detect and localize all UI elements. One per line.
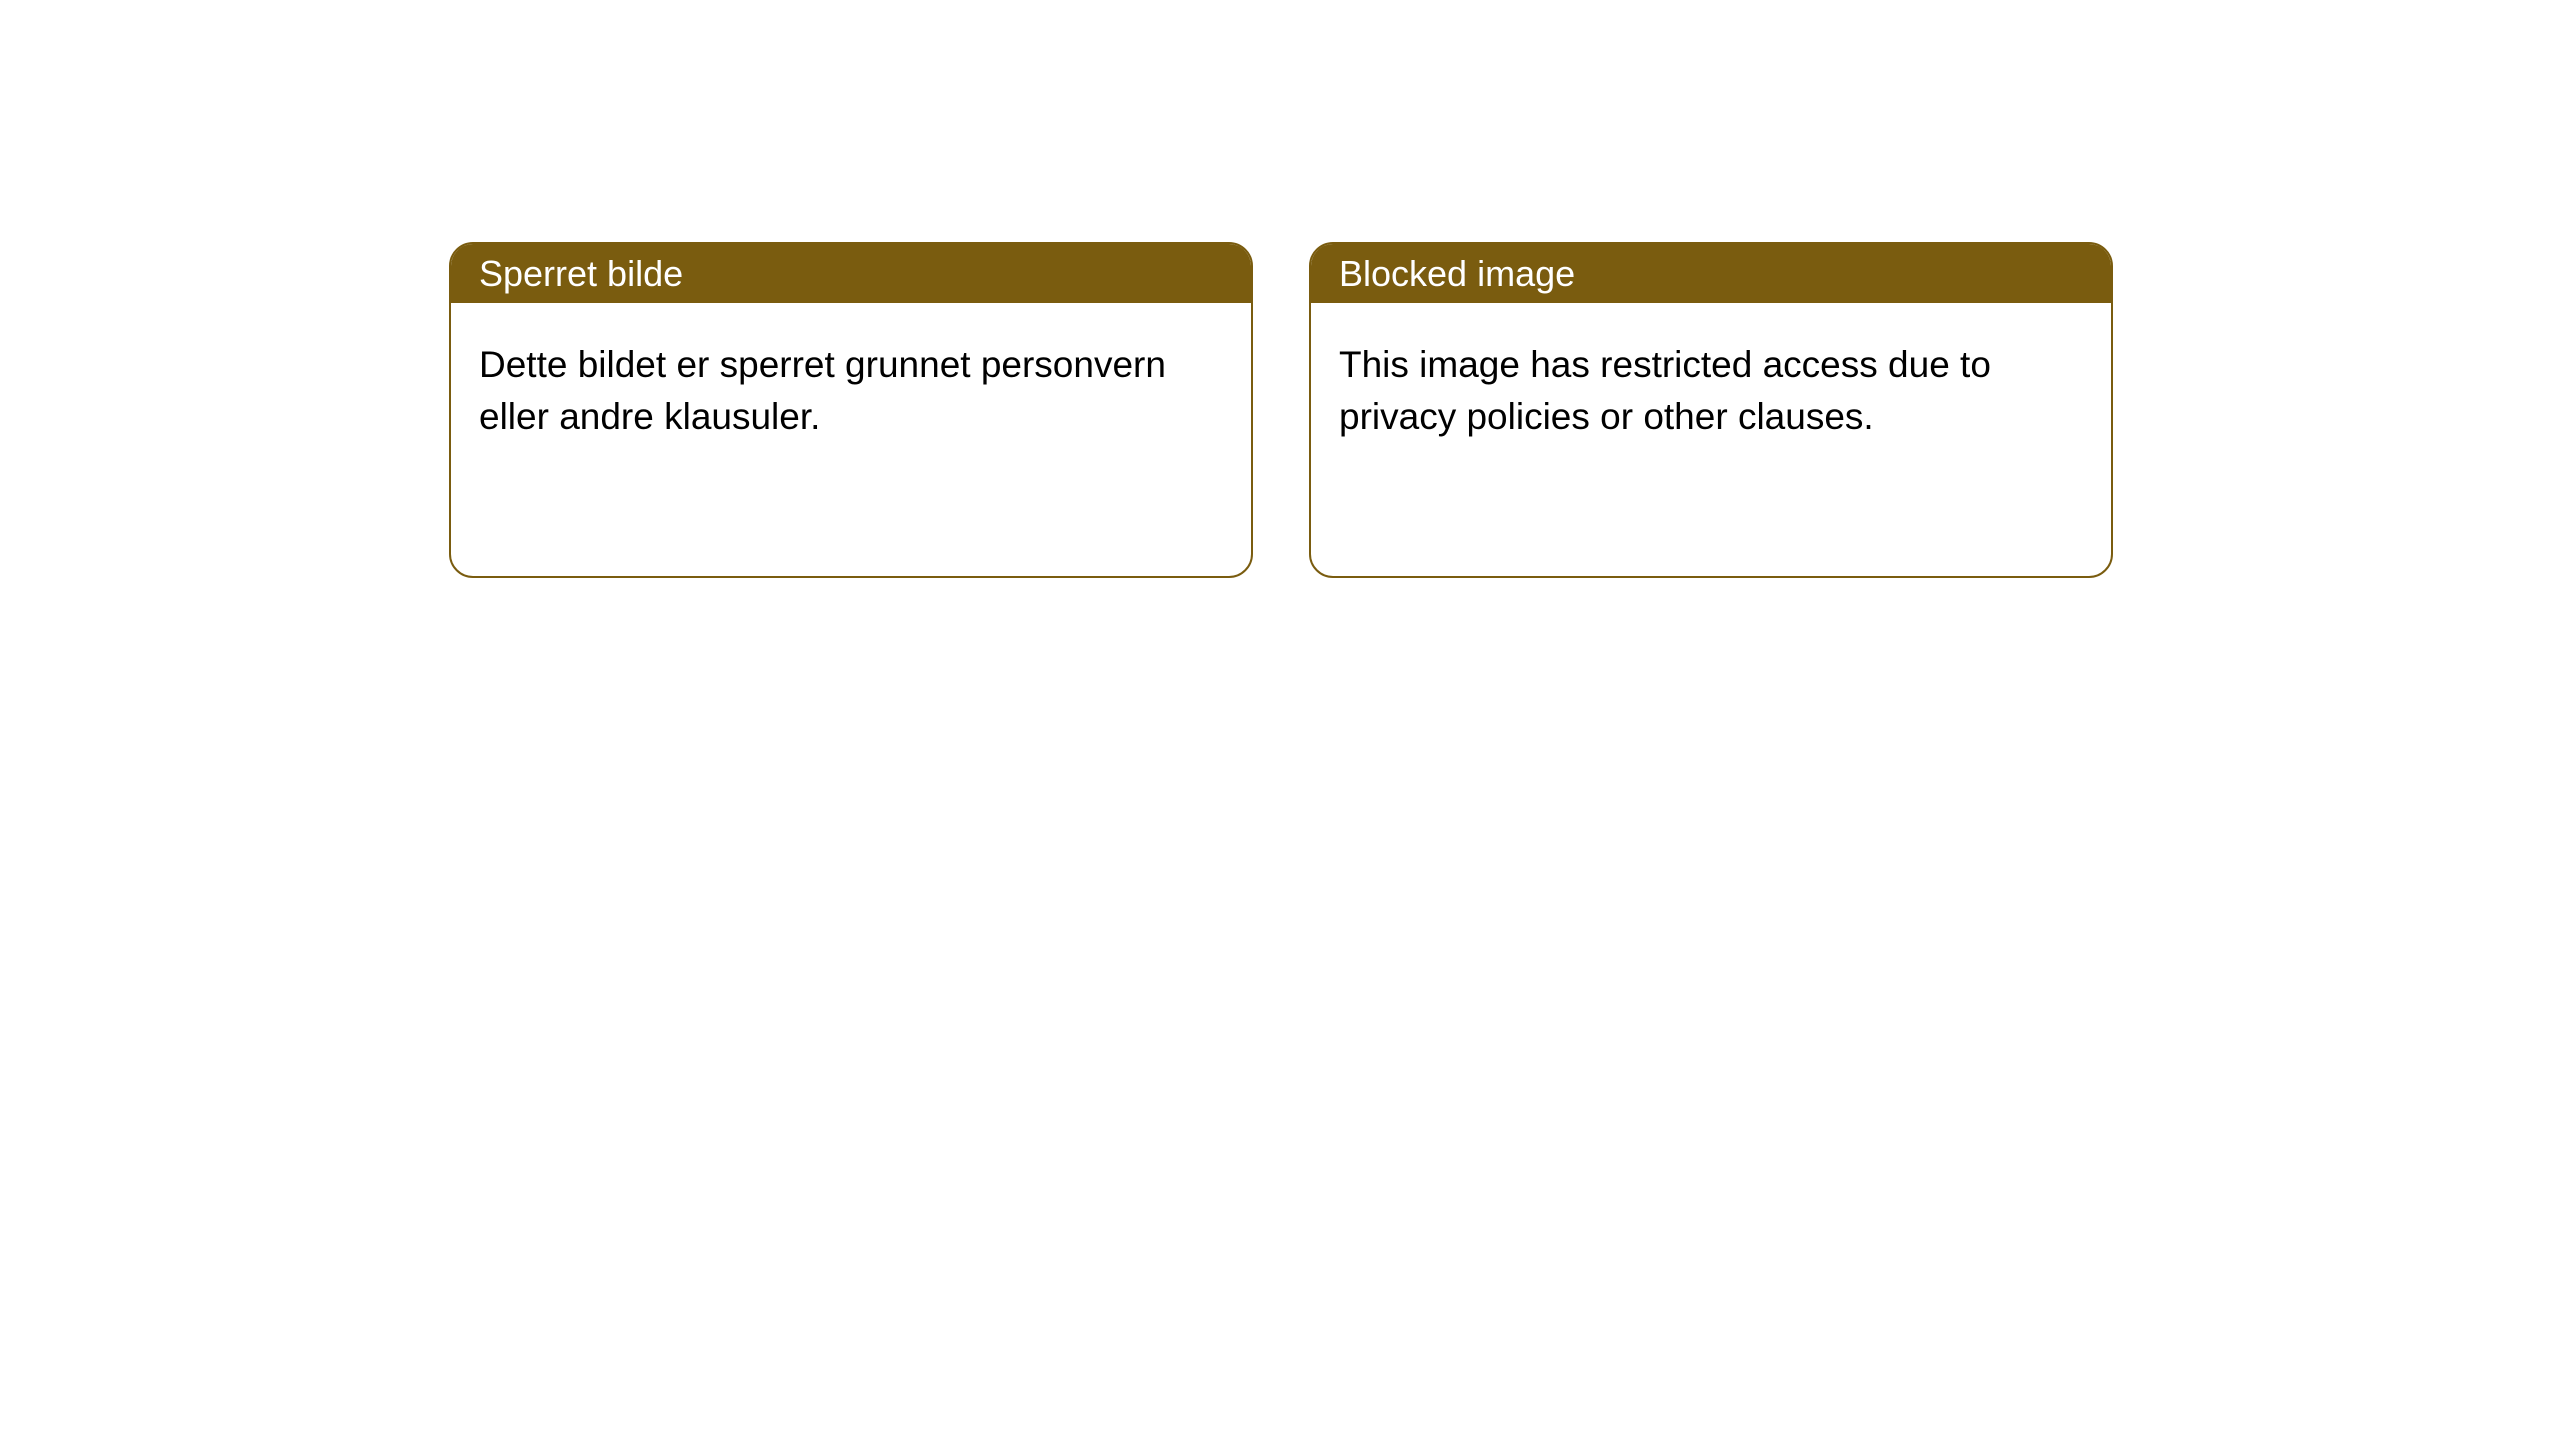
card-body: This image has restricted access due to … <box>1311 303 2111 479</box>
card-title: Blocked image <box>1339 253 1575 295</box>
card-header: Sperret bilde <box>451 244 1251 303</box>
notice-card-norwegian: Sperret bilde Dette bildet er sperret gr… <box>449 242 1253 578</box>
card-title: Sperret bilde <box>479 253 683 295</box>
card-header: Blocked image <box>1311 244 2111 303</box>
notice-container: Sperret bilde Dette bildet er sperret gr… <box>449 242 2113 578</box>
card-body-text: This image has restricted access due to … <box>1339 344 1991 437</box>
notice-card-english: Blocked image This image has restricted … <box>1309 242 2113 578</box>
card-body-text: Dette bildet er sperret grunnet personve… <box>479 344 1166 437</box>
card-body: Dette bildet er sperret grunnet personve… <box>451 303 1251 479</box>
